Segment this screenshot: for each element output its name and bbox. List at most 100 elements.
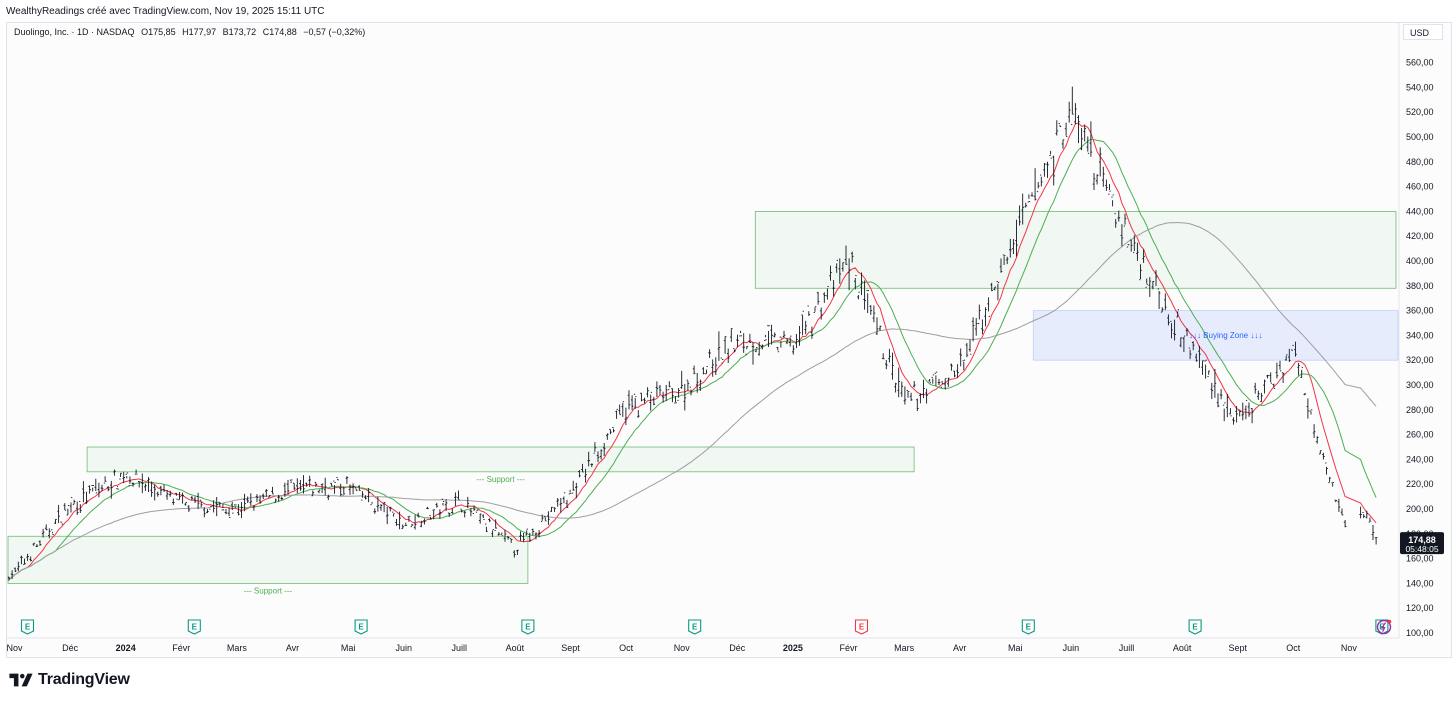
- price-bar: [1018, 205, 1021, 226]
- price-bar: [993, 286, 997, 291]
- price-bar: [584, 468, 587, 483]
- price-bar: [1266, 374, 1269, 379]
- price-bar: [1098, 147, 1102, 177]
- price-bar: [928, 378, 931, 384]
- bar-countdown-label: 05:48:05: [1405, 544, 1438, 554]
- earnings-marker-icon[interactable]: E: [187, 619, 201, 635]
- price-bar: [376, 496, 380, 512]
- price-bar: [1315, 436, 1319, 444]
- price-bar: [1108, 184, 1111, 195]
- price-tick-label: 300,00: [1406, 380, 1434, 390]
- current-price-label: 174,88: [1408, 535, 1436, 545]
- price-bar: [959, 348, 962, 367]
- earnings-marker-icon[interactable]: E: [354, 619, 368, 635]
- price-bar: [478, 513, 482, 524]
- price-bar: [134, 469, 138, 475]
- price-bar: [878, 325, 882, 331]
- price-bar: [556, 498, 559, 507]
- price-tick-label: 240,00: [1406, 454, 1434, 464]
- price-bar: [175, 492, 178, 500]
- price-bar: [1024, 202, 1028, 208]
- price-bar: [66, 505, 70, 516]
- zone-rect[interactable]: [86, 446, 915, 473]
- price-bar: [1362, 512, 1365, 519]
- price-bar: [1102, 166, 1105, 187]
- zone-rect[interactable]: [7, 535, 529, 584]
- price-bar: [1064, 122, 1068, 137]
- price-bar: [1052, 155, 1055, 186]
- price-bar: [866, 290, 869, 314]
- price-bar: [723, 336, 727, 354]
- price-bar: [1182, 335, 1186, 353]
- price-bar: [438, 509, 442, 519]
- price-bar: [94, 478, 98, 494]
- price-bar: [906, 389, 910, 398]
- price-bar: [54, 518, 57, 525]
- price-bar: [429, 515, 432, 520]
- price-bar: [311, 490, 315, 497]
- price-bar: [494, 519, 497, 531]
- price-bar: [1201, 360, 1204, 375]
- price-bar: [816, 291, 820, 305]
- price-bar: [1294, 341, 1297, 357]
- price-bar: [1033, 168, 1037, 201]
- tradingview-brand[interactable]: TradingView: [8, 670, 130, 690]
- price-bar: [1303, 393, 1307, 396]
- price-bar: [1250, 407, 1254, 424]
- price-bar: [745, 346, 749, 355]
- earnings-marker-icon[interactable]: E: [521, 619, 535, 635]
- earnings-marker-icon[interactable]: E: [688, 619, 702, 635]
- price-bar: [1247, 402, 1251, 417]
- price-bar: [137, 481, 141, 488]
- price-tick-label: 200,00: [1406, 504, 1434, 514]
- price-bar: [26, 553, 29, 561]
- price-bar: [196, 492, 200, 510]
- currency-button[interactable]: USD: [1403, 24, 1443, 40]
- price-bar: [184, 502, 187, 506]
- zone-label: ↓↓↓ Buying Zone ↓↓↓: [1189, 331, 1262, 340]
- price-bar: [1089, 121, 1093, 157]
- price-bar: [435, 502, 439, 508]
- price-bar: [382, 502, 386, 513]
- zone-rect[interactable]: [754, 210, 1397, 289]
- price-bar: [900, 381, 904, 397]
- price-bar: [178, 491, 181, 501]
- earnings-marker-icon[interactable]: E: [20, 619, 35, 635]
- price-bar: [711, 359, 714, 377]
- price-bar: [472, 505, 476, 515]
- price-bar: [599, 449, 603, 460]
- price-bar: [971, 317, 975, 342]
- earnings-marker-icon[interactable]: E: [1188, 619, 1202, 635]
- price-bar: [544, 516, 547, 522]
- price-bar: [69, 497, 73, 513]
- price-bar: [410, 523, 414, 528]
- price-tick-label: 500,00: [1406, 132, 1434, 142]
- price-bar: [702, 367, 705, 375]
- price-bar: [553, 507, 556, 513]
- price-bar: [395, 518, 398, 526]
- price-bar: [571, 480, 575, 494]
- price-bar: [206, 509, 209, 514]
- zones-layer: [7, 210, 1399, 584]
- symbol-name[interactable]: Duolingo, Inc. · 1D · NASDAQ: [14, 27, 135, 37]
- time-tick-label: 2025: [783, 643, 803, 653]
- price-bars-layer: [7, 86, 1378, 581]
- price-bar: [739, 330, 742, 337]
- price-bar: [633, 393, 637, 409]
- earnings-marker-icon[interactable]: E: [854, 619, 869, 635]
- price-bar: [912, 381, 916, 388]
- price-bar: [1071, 86, 1074, 125]
- price-bar: [813, 306, 817, 313]
- time-tick-label: Sept: [561, 643, 580, 653]
- price-bar: [661, 391, 665, 403]
- chart-frame[interactable]: [6, 22, 1452, 658]
- alert-icon[interactable]: [1376, 619, 1392, 635]
- earnings-marker-icon[interactable]: E: [1021, 619, 1035, 635]
- price-bar: [655, 381, 659, 398]
- price-bar: [466, 496, 470, 508]
- price-bar: [1160, 307, 1164, 313]
- price-bar: [953, 370, 956, 378]
- price-bar: [265, 489, 268, 497]
